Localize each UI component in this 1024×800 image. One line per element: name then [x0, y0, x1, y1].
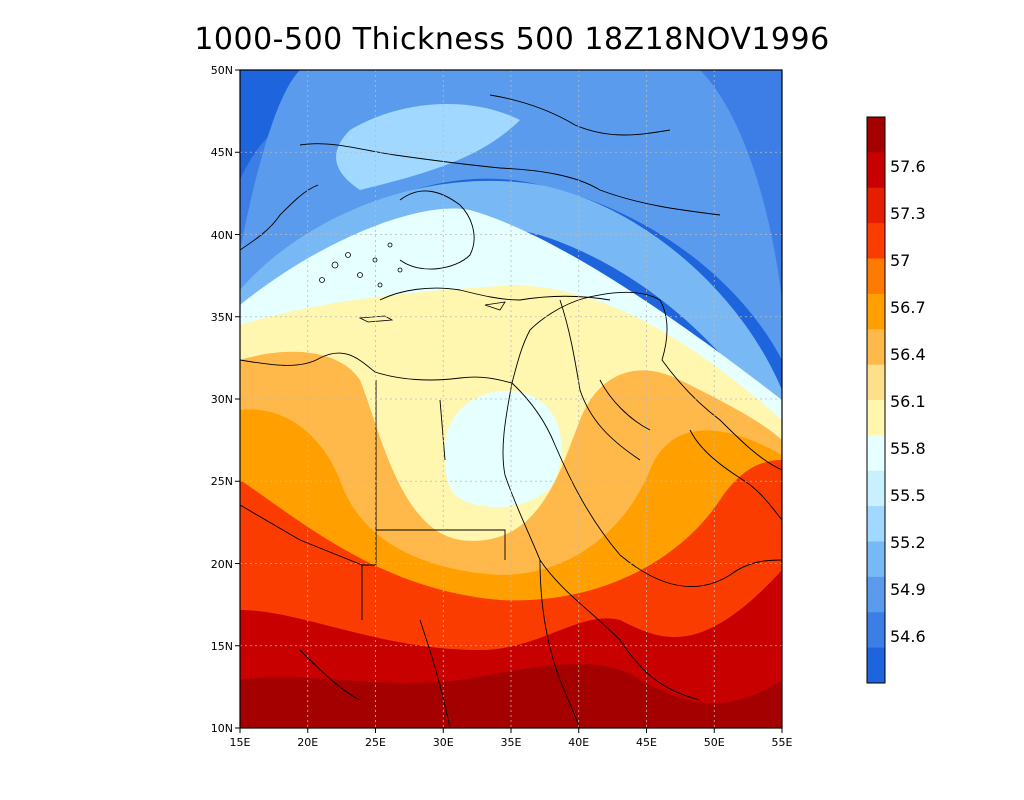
- x-tick-label: 20E: [297, 736, 318, 749]
- colorbar: [867, 117, 885, 684]
- y-tick-labels: 10N 15N 20N 25N 30N 35N 40N 45N 50N: [211, 64, 233, 735]
- colorbar-block: [867, 612, 885, 649]
- colorbar-block: [867, 435, 885, 472]
- colorbar-block: [867, 152, 885, 189]
- colorbar-block: [867, 117, 885, 153]
- islands: [319, 242, 506, 323]
- colorbar-label: 56.1: [890, 392, 926, 411]
- x-tick-label: 50E: [704, 736, 725, 749]
- y-tick-label: 10N: [211, 722, 233, 735]
- colorbar-label: 56.7: [890, 298, 926, 317]
- y-tick-label: 15N: [211, 640, 233, 653]
- x-tick-labels: 15E 20E 25E 30E 35E 40E 45E 50E 55E: [230, 736, 793, 749]
- y-tick-label: 30N: [211, 393, 233, 406]
- y-tick-label: 40N: [211, 229, 233, 242]
- colorbar-block: [867, 293, 885, 330]
- colorbar-label: 55.5: [890, 486, 926, 505]
- y-tick-label: 45N: [211, 146, 233, 159]
- colorbar-block: [867, 541, 885, 578]
- colorbar-labels: 57.6 57.3 57 56.7 56.4 56.1 55.8 55.5 55…: [890, 157, 926, 646]
- x-tick-label: 40E: [568, 736, 589, 749]
- colorbar-block: [867, 223, 885, 260]
- colorbar-frame: [866, 116, 886, 684]
- y-tick-label: 20N: [211, 558, 233, 571]
- colorbar-label: 57: [890, 251, 910, 270]
- x-tick-label: 25E: [365, 736, 386, 749]
- colorbar-block: [867, 364, 885, 401]
- y-tick-label: 25N: [211, 475, 233, 488]
- map-title: 1000-500 Thickness 500 18Z18NOV1996: [194, 22, 830, 57]
- colorbar-block: [867, 187, 885, 224]
- colorbar-block: [867, 506, 885, 543]
- colorbar-block: [867, 258, 885, 295]
- y-tick-label: 35N: [211, 311, 233, 324]
- colorbar-label: 56.4: [890, 345, 926, 364]
- y-tick-label: 50N: [211, 64, 233, 77]
- colorbar-label: 57.3: [890, 204, 926, 223]
- colorbar-label: 54.6: [890, 627, 926, 646]
- x-tick-label: 15E: [230, 736, 251, 749]
- gridlines: [240, 70, 782, 728]
- colorbar-block: [867, 329, 885, 366]
- colorbar-label: 54.9: [890, 580, 926, 599]
- x-tick-label: 30E: [433, 736, 454, 749]
- x-tick-label: 45E: [636, 736, 657, 749]
- colorbar-label: 55.8: [890, 439, 926, 458]
- band-55-8-north: [336, 103, 520, 190]
- colorbar-block: [867, 470, 885, 507]
- y-tick-marks: [235, 69, 240, 729]
- colorbar-block: [867, 400, 885, 436]
- x-tick-label: 55E: [772, 736, 793, 749]
- x-tick-marks: [239, 728, 783, 733]
- x-tick-label: 35E: [501, 736, 522, 749]
- colorbar-block: [867, 576, 885, 613]
- coastlines: [240, 94, 782, 728]
- colorbar-label: 57.6: [890, 157, 926, 176]
- colorbar-block: [867, 647, 885, 684]
- colorbar-label: 55.2: [890, 533, 926, 552]
